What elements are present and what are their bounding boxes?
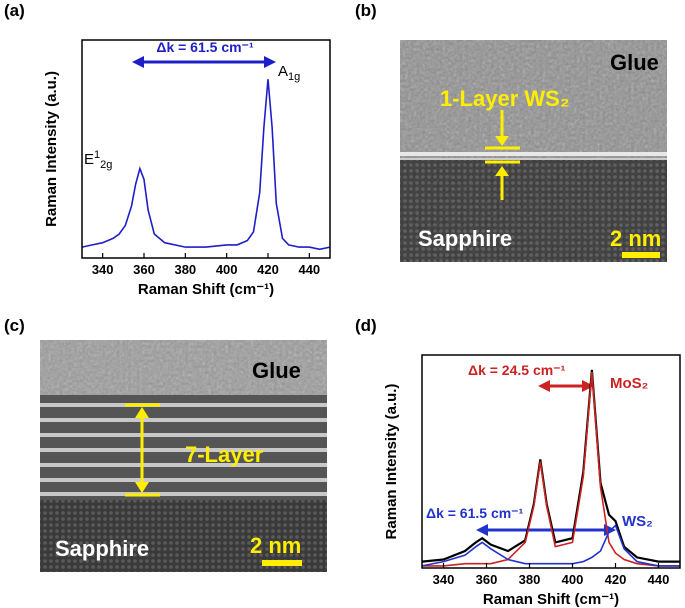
image-text: Sapphire (418, 226, 512, 251)
x-tick-label: 400 (216, 262, 238, 277)
series-line (421, 523, 680, 567)
arrow-head (264, 56, 276, 68)
arrow-head (476, 524, 488, 536)
panel-label: (b) (355, 1, 377, 20)
series-line (421, 369, 680, 563)
scale-bar-label: 2 nm (610, 226, 661, 251)
image-text: Sapphire (55, 536, 149, 561)
image-text: Glue (610, 50, 659, 75)
arrow-head (538, 380, 550, 392)
panel-label: (d) (355, 316, 377, 335)
x-tick-label: 440 (648, 572, 670, 587)
y-axis-label: Raman Intensity (a.u.) (383, 384, 400, 540)
image-text: 1-Layer WS₂ (440, 86, 570, 111)
annotation-part: 1 (94, 149, 100, 161)
arrow-head (582, 380, 594, 392)
image-text: 7-Layer (185, 442, 264, 467)
x-tick-label: 400 (562, 572, 584, 587)
image-text: Glue (252, 358, 301, 383)
annotation: E12g (84, 149, 112, 171)
x-axis-label: Raman Shift (cm⁻¹) (138, 281, 274, 298)
x-tick-label: 420 (257, 262, 279, 277)
annotation: Δk = 24.5 cm⁻¹ (468, 362, 566, 378)
x-tick-label: 380 (519, 572, 541, 587)
panel-label: (c) (4, 316, 25, 335)
annotation: Δk = 61.5 cm⁻¹ (426, 505, 524, 521)
annotation-part: A (278, 63, 288, 80)
plot-frame (81, 39, 331, 259)
annotation: A1g (278, 63, 300, 83)
annotation: WS₂ (622, 513, 653, 530)
panel-label: (a) (4, 1, 25, 20)
x-axis-label: Raman Shift (cm⁻¹) (483, 591, 619, 608)
series-line (81, 79, 331, 251)
series-line (422, 371, 680, 567)
plot-frame (421, 354, 681, 569)
x-tick-label: 440 (298, 262, 320, 277)
x-tick-label: 380 (174, 262, 196, 277)
annotation-part: 2g (100, 159, 112, 171)
scale-bar-label: 2 nm (250, 533, 301, 558)
annotation: Δk = 61.5 cm⁻¹ (156, 39, 254, 55)
tem-image (400, 40, 667, 262)
x-tick-label: 420 (605, 572, 627, 587)
x-tick-label: 340 (433, 572, 455, 587)
x-tick-label: 360 (476, 572, 498, 587)
x-tick-label: 340 (92, 262, 114, 277)
annotation: MoS₂ (610, 375, 648, 392)
x-tick-label: 360 (133, 262, 155, 277)
arrow-head (132, 56, 144, 68)
y-axis-label: Raman Intensity (a.u.) (43, 71, 60, 227)
tem-image (40, 340, 327, 572)
annotation-part: E (84, 151, 94, 168)
annotation-part: 1g (288, 71, 300, 83)
